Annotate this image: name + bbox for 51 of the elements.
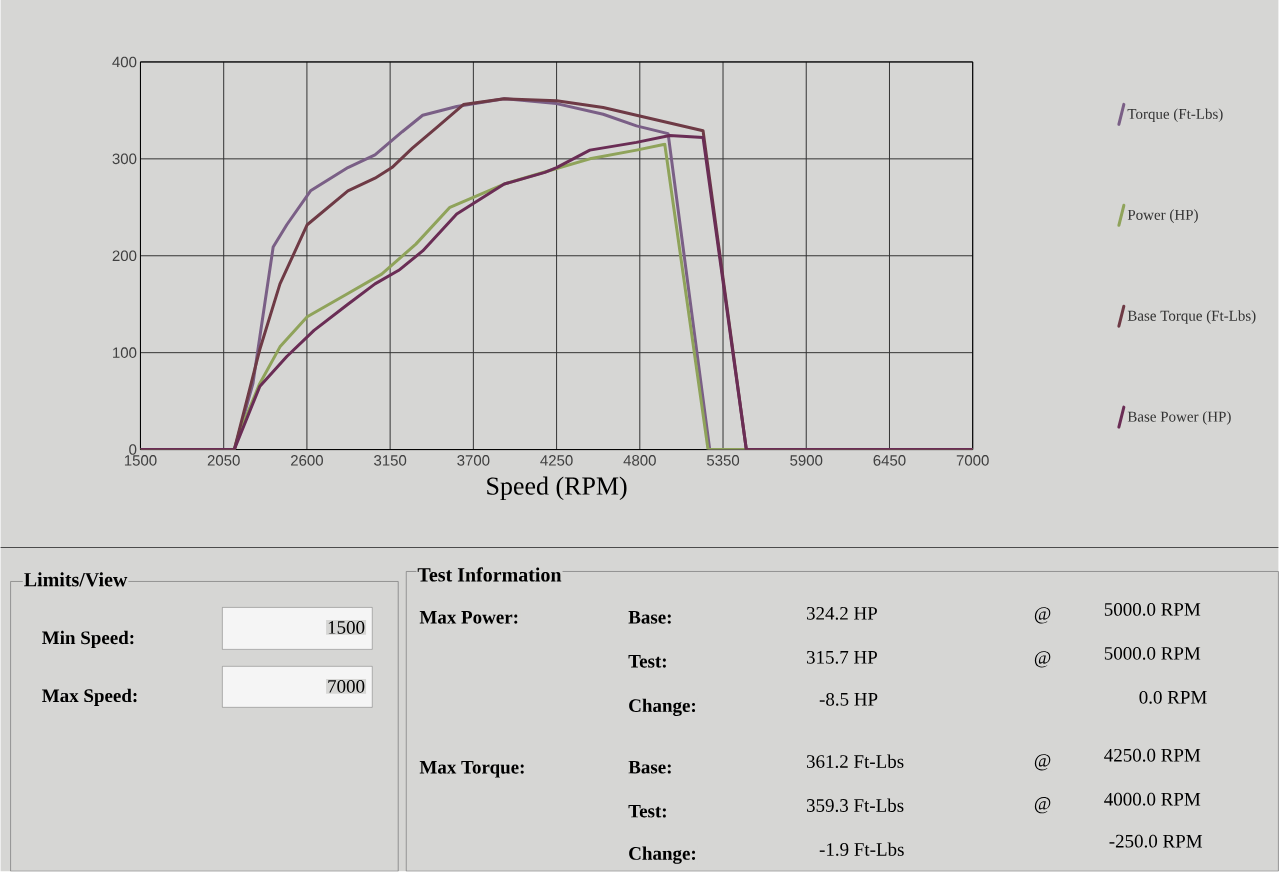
y-tick-label: 100: [113, 347, 137, 359]
text: Max Torque:: [419, 761, 524, 778]
text: Base:: [628, 761, 671, 774]
text: 5000.0 RPM: [1104, 603, 1201, 617]
text: Base:: [628, 611, 671, 624]
text: Min Speed:: [42, 631, 134, 649]
x-axis-title: Speed (RPM): [487, 476, 627, 501]
y-tick-label: 300: [112, 153, 137, 165]
text: Max Speed:: [42, 688, 137, 707]
text: 1500: [328, 621, 365, 635]
x-tick-label: 5350: [706, 455, 740, 466]
x-tick-label: 5900: [790, 455, 823, 466]
x-tick-label: 4800: [623, 455, 656, 466]
legend-label: Power (HP): [1127, 209, 1198, 224]
y-tick-label: 200: [112, 250, 137, 262]
text: Change:: [629, 846, 696, 865]
text: -1.9 Ft-Lbs: [819, 842, 904, 857]
x-tick-label: 2050: [207, 455, 240, 466]
y-tick-label: 0: [129, 444, 137, 456]
text: Test Information: [417, 567, 562, 582]
text: @: [1034, 754, 1051, 771]
text: -8.5 HP: [819, 693, 878, 706]
x-tick-label: 6450: [873, 455, 906, 466]
legend-label: Torque (Ft-Lbs): [1127, 108, 1223, 123]
text: @: [1034, 797, 1051, 814]
text: Max Power:: [419, 611, 518, 624]
text: 315.7 HP: [806, 651, 877, 664]
text: @: [1034, 651, 1051, 668]
text: @: [1034, 607, 1051, 624]
x-tick-label: 1500: [124, 455, 157, 466]
text: Test:: [628, 655, 666, 668]
x-tick-label: 3150: [374, 455, 407, 466]
x-tick-label: 4250: [540, 455, 573, 466]
text: Change:: [629, 698, 696, 717]
text: 4000.0 RPM: [1104, 793, 1201, 806]
text: Limits/View: [24, 572, 128, 587]
legend-label: Base Torque (Ft-Lbs): [1127, 310, 1256, 325]
text: 7000: [328, 680, 365, 693]
text: 361.2 Ft-Lbs: [806, 754, 904, 769]
text: 4250.0 RPM: [1104, 749, 1201, 762]
y-tick-label: 400: [112, 56, 137, 68]
text: -250.0 RPM: [1109, 834, 1203, 848]
text: 359.3 Ft-Lbs: [806, 798, 904, 813]
x-tick-label: 2600: [291, 455, 323, 466]
legend-label: Base Power (HP): [1127, 411, 1231, 425]
text: 324.2 HP: [806, 607, 877, 621]
text: 0.0 RPM: [1139, 691, 1207, 704]
text: Test:: [628, 805, 666, 818]
x-tick-label: 7000: [956, 455, 989, 466]
x-tick-label: 3700: [457, 455, 490, 466]
text: 5000.0 RPM: [1104, 647, 1201, 661]
